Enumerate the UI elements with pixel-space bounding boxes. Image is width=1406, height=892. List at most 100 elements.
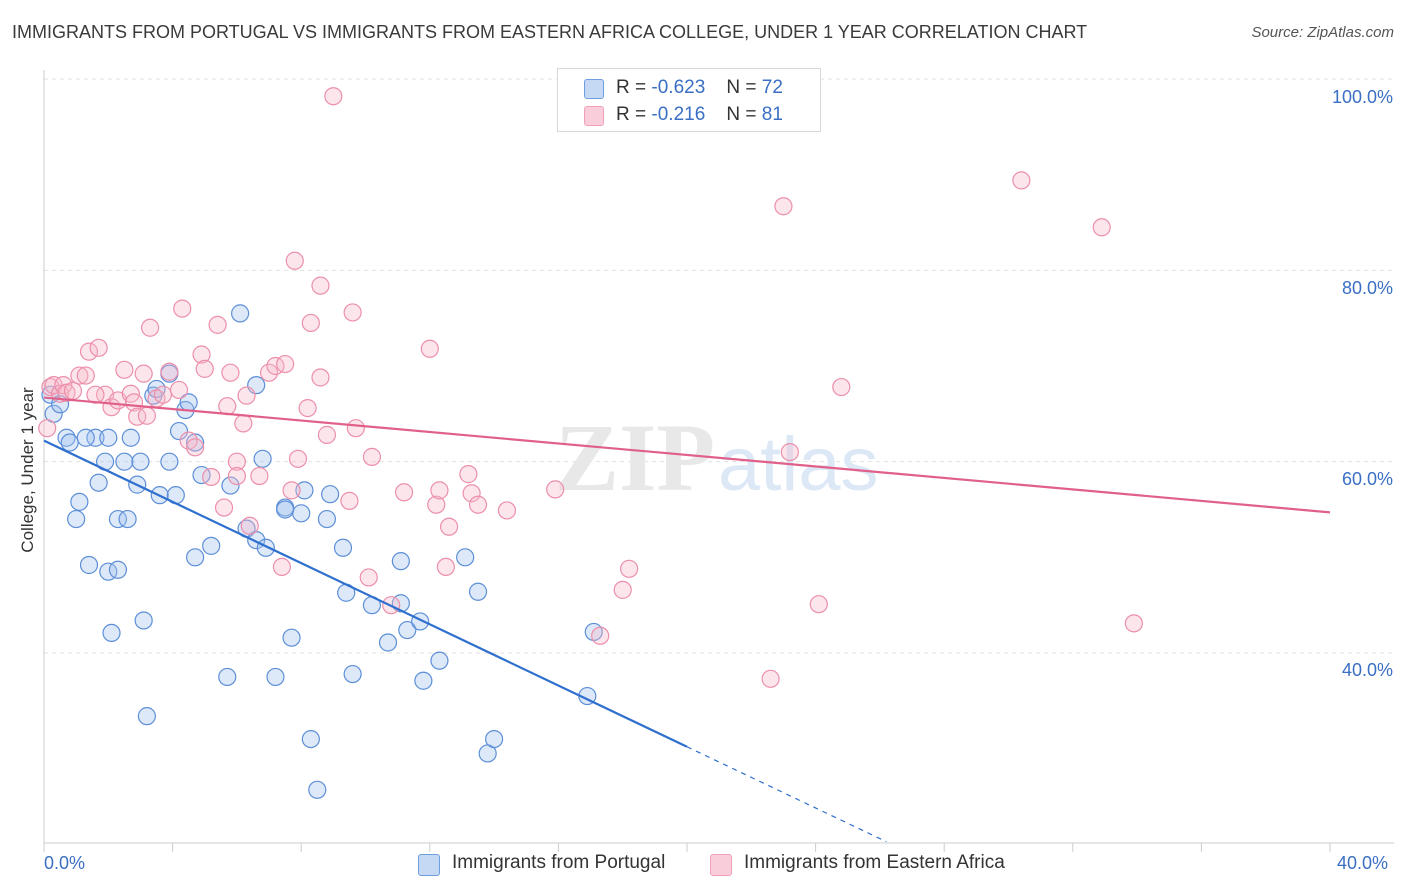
legend-swatch-portugal (584, 79, 604, 99)
trend-line-portugal-extension (686, 746, 887, 843)
bottom-legend-swatch-eastern-africa (710, 854, 732, 876)
eastern-africa-point (394, 483, 414, 502)
portugal-point (343, 664, 362, 684)
eastern-africa-point (160, 362, 179, 381)
portugal-point (186, 548, 205, 567)
eastern-africa-point (324, 87, 343, 106)
legend-n-label: N = (726, 104, 757, 125)
portugal-point (60, 433, 79, 452)
eastern-africa-point (1092, 218, 1111, 237)
eastern-africa-point (497, 501, 517, 520)
x-tick-label-min: 0.0% (44, 853, 86, 873)
y-tick-label-40: 40.0% (1341, 660, 1393, 680)
portugal-point (218, 667, 237, 687)
portugal-point (89, 473, 108, 492)
eastern-africa-point (780, 443, 799, 462)
eastern-africa-point (63, 381, 83, 400)
eastern-africa-point (285, 251, 304, 270)
eastern-africa-point (192, 345, 211, 364)
eastern-africa-point (613, 580, 632, 599)
portugal-point (256, 538, 275, 557)
legend-r-value: -0.216 (651, 104, 706, 125)
eastern-africa-point (153, 385, 173, 404)
y-tick-label-100: 100.0% (1331, 87, 1393, 107)
portugal-point (231, 304, 250, 323)
portugal-point (266, 667, 285, 687)
portugal-point (169, 421, 189, 441)
eastern-africa-point (832, 377, 851, 397)
portugal-point (333, 538, 353, 557)
portugal-point (295, 481, 314, 500)
portugal-point (276, 500, 295, 519)
eastern-africa-point (462, 484, 481, 503)
eastern-africa-point (311, 368, 330, 387)
eastern-africa-point (227, 466, 246, 486)
bottom-legend-label-portugal: Immigrants from Portugal (452, 852, 666, 873)
eastern-africa-point (259, 363, 279, 382)
correlation-legend: R = -0.623 N = 72 R = -0.216 N = 81 (557, 68, 821, 132)
portugal-point (160, 452, 179, 471)
portugal-point (317, 509, 337, 529)
portugal-point (301, 729, 320, 749)
portugal-point (79, 555, 99, 575)
eastern-africa-point (459, 465, 478, 484)
axes (43, 70, 1394, 852)
portugal-point (391, 552, 410, 571)
eastern-africa-point (70, 366, 89, 385)
eastern-africa-point (250, 466, 269, 486)
eastern-africa-point (79, 342, 99, 361)
gridlines (44, 78, 1394, 654)
legend-r-label: R = (616, 77, 647, 98)
portugal-point (414, 671, 433, 690)
eastern-africa-point (237, 386, 256, 405)
eastern-africa-point (179, 431, 198, 450)
eastern-africa-point (186, 438, 205, 457)
eastern-africa-point (240, 516, 259, 535)
portugal-point (70, 492, 89, 511)
portugal-point (308, 780, 327, 799)
eastern-africa-point (218, 397, 237, 416)
eastern-africa-point (214, 498, 234, 517)
eastern-africa-point (57, 383, 76, 402)
eastern-africa-point (430, 481, 449, 500)
eastern-africa-point (89, 338, 108, 357)
eastern-africa-point (288, 449, 308, 468)
eastern-africa-point (1124, 614, 1143, 633)
y-axis-title-wrap: College, Under 1 year (0, 360, 56, 580)
portugal-point (115, 452, 134, 471)
legend-n-value: 72 (761, 77, 783, 98)
trend-lines (43, 396, 1331, 843)
eastern-africa-point (359, 568, 378, 587)
eastern-africa-point (809, 595, 828, 614)
eastern-africa-point (137, 406, 156, 425)
portugal-point (67, 509, 86, 529)
x-tick-label-max: 40.0% (1337, 853, 1389, 873)
portugal-point (86, 428, 105, 447)
eastern-africa-point (439, 517, 459, 536)
y-tick-label-60: 60.0% (1341, 469, 1393, 489)
portugal-point (221, 476, 240, 495)
eastern-africa-point (221, 363, 240, 382)
watermark-zip: ZIP (555, 404, 715, 511)
portugal-point (202, 536, 221, 555)
portugal-point (76, 428, 95, 447)
eastern-africa-point (1012, 171, 1031, 190)
eastern-africa-point (272, 557, 292, 577)
source-label: Source: ZipAtlas.com (1251, 24, 1394, 41)
eastern-africa-point (546, 480, 565, 499)
eastern-africa-point (311, 276, 330, 295)
eastern-africa-point (195, 359, 214, 378)
portugal-point (292, 504, 311, 523)
portugal-point (102, 623, 121, 643)
eastern-africa-point (317, 425, 337, 444)
eastern-africa-point (134, 364, 153, 383)
eastern-africa-point (202, 467, 221, 487)
trend-line-portugal (43, 439, 688, 748)
eastern-africa-point (436, 557, 455, 577)
portugal-point (378, 633, 398, 652)
portugal-point (253, 449, 272, 468)
eastern-africa-point (427, 495, 446, 514)
eastern-africa-point (346, 419, 365, 438)
eastern-africa-point (115, 360, 134, 379)
